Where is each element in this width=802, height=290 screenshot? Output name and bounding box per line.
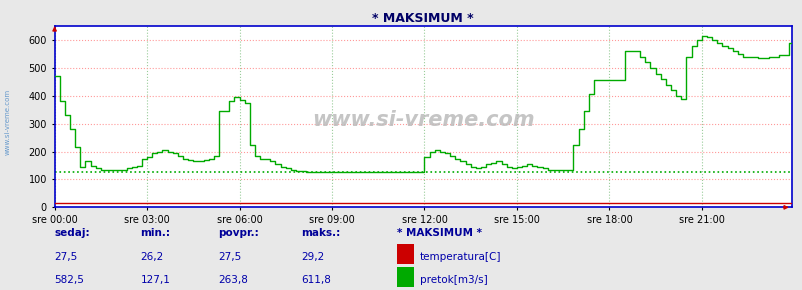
Text: www.si-vreme.com: www.si-vreme.com <box>311 110 534 130</box>
Text: povpr.:: povpr.: <box>218 228 259 238</box>
Text: * MAKSIMUM *: * MAKSIMUM * <box>397 228 482 238</box>
Title: * MAKSIMUM *: * MAKSIMUM * <box>372 12 473 25</box>
Text: maks.:: maks.: <box>301 228 340 238</box>
Text: min.:: min.: <box>140 228 170 238</box>
Text: sedaj:: sedaj: <box>55 228 90 238</box>
Text: 127,1: 127,1 <box>140 275 170 285</box>
Text: www.si-vreme.com: www.si-vreme.com <box>5 89 11 155</box>
Text: 27,5: 27,5 <box>55 251 78 262</box>
Text: temperatura[C]: temperatura[C] <box>419 251 500 262</box>
Text: 26,2: 26,2 <box>140 251 164 262</box>
Text: 27,5: 27,5 <box>218 251 241 262</box>
Text: 29,2: 29,2 <box>301 251 324 262</box>
Text: pretok[m3/s]: pretok[m3/s] <box>419 275 487 285</box>
Text: 263,8: 263,8 <box>218 275 248 285</box>
Text: 611,8: 611,8 <box>301 275 330 285</box>
Text: 582,5: 582,5 <box>55 275 84 285</box>
